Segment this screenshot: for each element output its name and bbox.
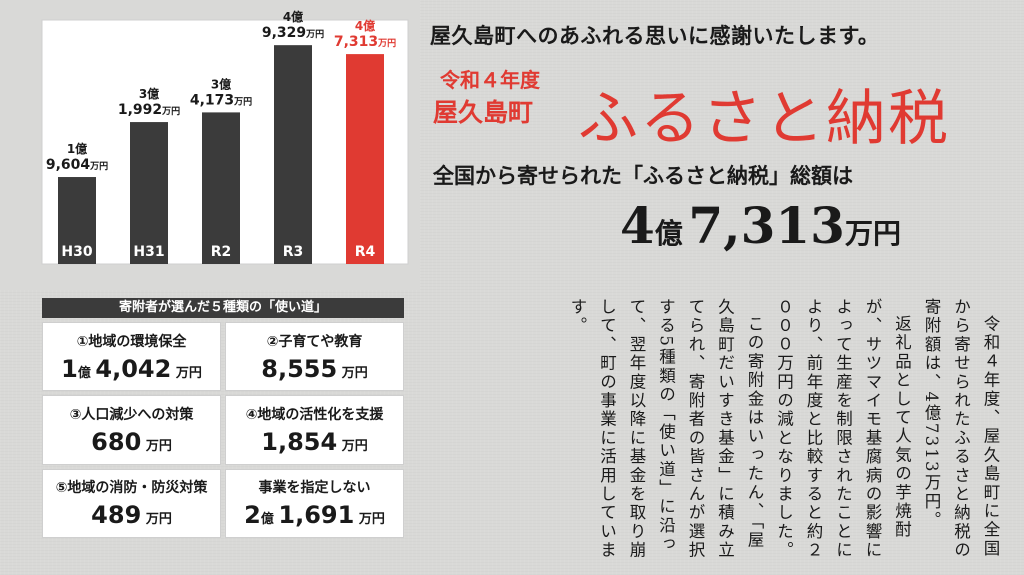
data-label-oku: 4億 bbox=[283, 9, 303, 24]
use-label: ②子育てや教育 bbox=[266, 333, 363, 350]
bar-r3 bbox=[274, 45, 312, 265]
use-amount: 1,854 万円 bbox=[261, 427, 368, 456]
chart-bars bbox=[58, 45, 384, 265]
use-label: ⑤地域の消防・防災対策 bbox=[55, 480, 208, 497]
data-label-oku: 3億 bbox=[211, 76, 231, 91]
use-amount: 680 万円 bbox=[91, 427, 172, 456]
uses-grid: ①地域の環境保全 1億 4,042 万円 ②子育てや教育 8,555 万円 ③人… bbox=[42, 318, 404, 538]
use-label: 事業を指定しない bbox=[258, 480, 371, 497]
use-label: ①地域の環境保全 bbox=[76, 333, 187, 350]
data-label-man: 9,604万円 bbox=[46, 157, 108, 173]
total-oku-unit: 億 bbox=[654, 217, 683, 250]
total-unit: 万円 bbox=[844, 217, 901, 250]
use-cell-childcare: ②子育てや教育 8,555 万円 bbox=[225, 322, 404, 392]
total-subheading: 全国から寄せられた「ふるさと納税」総額は bbox=[433, 163, 853, 188]
article-paragraph: この寄附金はいったん、「屋久島町だいすき基金」に積み立てられ、寄附者の皆さんが選… bbox=[568, 298, 764, 560]
data-label-oku: 4億 bbox=[355, 18, 375, 33]
use-cell-environment: ①地域の環境保全 1億 4,042 万円 bbox=[42, 322, 221, 392]
donation-bar-chart: H301億9,604万円H313億1,992万円R23億4,173万円R34億9… bbox=[0, 0, 420, 290]
data-label-man: 9,329万円 bbox=[262, 25, 324, 41]
category-label: H31 bbox=[133, 244, 164, 260]
data-label-oku: 1億 bbox=[67, 141, 87, 156]
use-cell-population: ③人口減少への対策 680 万円 bbox=[42, 395, 221, 465]
chart-labels: H301億9,604万円H313億1,992万円R23億4,173万円R34億9… bbox=[46, 9, 396, 260]
category-label: R3 bbox=[283, 244, 304, 260]
use-amount: 2億 1,691 万円 bbox=[244, 501, 385, 530]
use-cell-revitalization: ④地域の活性化を支援 1,854 万円 bbox=[225, 395, 404, 465]
uses-title: 寄附者が選んだ５種類の「使い道」 bbox=[42, 298, 404, 318]
category-label: R4 bbox=[355, 244, 376, 260]
category-label: R2 bbox=[211, 244, 232, 260]
bar-h30 bbox=[58, 177, 96, 264]
category-label: H30 bbox=[61, 244, 92, 260]
bar-r4 bbox=[346, 54, 384, 264]
total-amount: 4億 7,313万円 bbox=[620, 196, 901, 255]
town-label: 屋久島町 bbox=[433, 98, 534, 127]
data-label-man: 4,173万円 bbox=[190, 92, 252, 108]
fiscal-year-label: 令和４年度 bbox=[440, 68, 540, 92]
data-label-man: 1,992万円 bbox=[118, 102, 180, 118]
use-label: ④地域の活性化を支援 bbox=[245, 406, 384, 423]
total-man-number: 7,313 bbox=[688, 196, 845, 255]
data-label-oku: 3億 bbox=[139, 86, 159, 101]
article-paragraph: 令和４年度、屋久島町に全国から寄せられたふるさと納税の寄附額は、4億7313万円… bbox=[922, 298, 1000, 560]
data-label-man: 7,313万円 bbox=[334, 34, 396, 50]
headline: 屋久島町へのあふれる思いに感謝いたします。 bbox=[430, 24, 880, 48]
use-label: ③人口減少への対策 bbox=[69, 406, 194, 423]
bar-r2 bbox=[202, 112, 240, 264]
main-title: ふるさと納税 bbox=[578, 84, 950, 154]
use-amount: 8,555 万円 bbox=[261, 354, 368, 383]
article-paragraph: 返礼品として人気の芋焼酎が、サツマイモ基腐病の影響によって生産を制限されたことに… bbox=[774, 298, 912, 560]
article-body: 令和４年度、屋久島町に全国から寄せられたふるさと納税の寄附額は、4億7313万円… bbox=[455, 298, 1005, 560]
total-oku-number: 4 bbox=[620, 196, 655, 255]
bar-h31 bbox=[130, 122, 168, 264]
uses-panel: 寄附者が選んだ５種類の「使い道」 ①地域の環境保全 1億 4,042 万円 ②子… bbox=[42, 298, 404, 538]
use-amount: 1億 4,042 万円 bbox=[61, 354, 202, 383]
use-cell-unspecified: 事業を指定しない 2億 1,691 万円 bbox=[225, 468, 404, 538]
use-amount: 489 万円 bbox=[91, 501, 172, 530]
use-cell-disaster: ⑤地域の消防・防災対策 489 万円 bbox=[42, 468, 221, 538]
